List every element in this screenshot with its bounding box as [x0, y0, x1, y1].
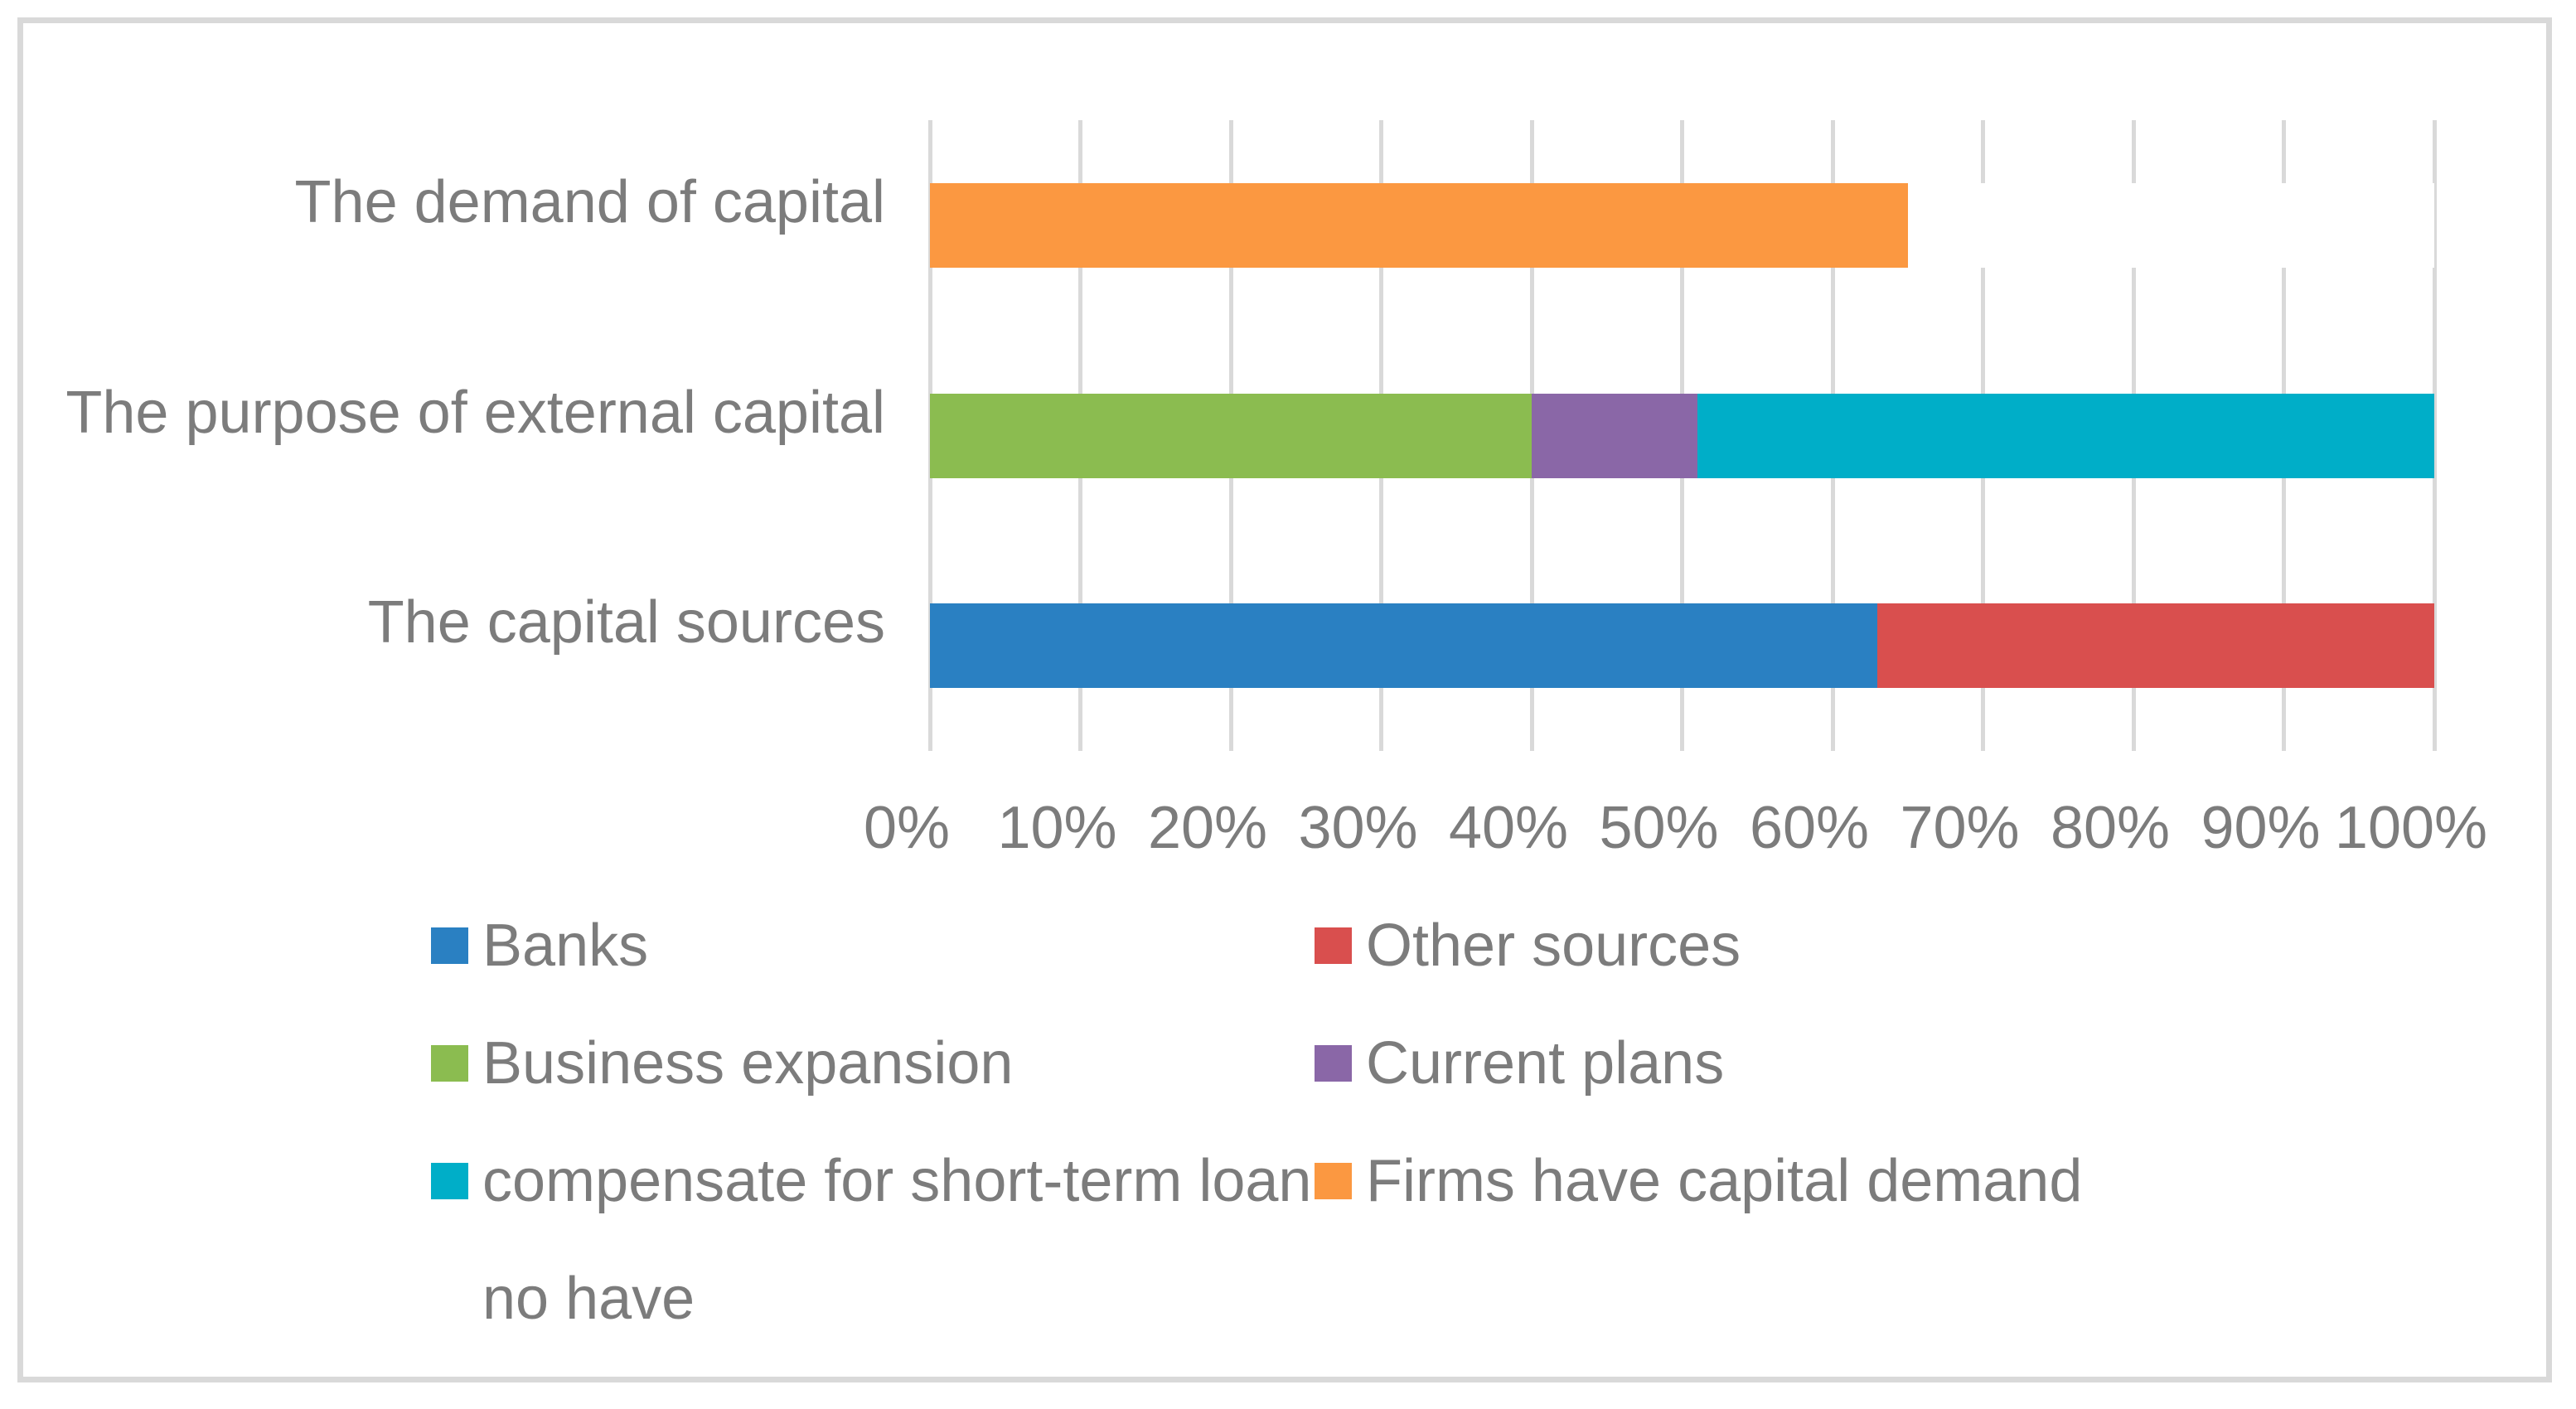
- legend-item: Business expansion: [431, 1022, 1013, 1105]
- legend-label: compensate for short-term loan: [482, 1148, 1312, 1214]
- category-label: The demand of capital: [294, 168, 885, 235]
- bar-segment: [1877, 603, 2434, 689]
- bar-segment: [930, 393, 1532, 478]
- x-tick-label: 50%: [1599, 795, 1719, 861]
- gridline-100%: [2432, 120, 2437, 751]
- bar-segment: [930, 603, 1878, 689]
- legend-swatch-icon: [431, 927, 468, 964]
- x-tick-label: 30%: [1298, 795, 1418, 861]
- legend-label: no have: [482, 1266, 695, 1332]
- legend-item: compensate for short-term loan: [431, 1140, 1311, 1223]
- legend-item: Other sources: [1315, 904, 1741, 987]
- legend-swatch-icon: [431, 1281, 468, 1317]
- plot-area: [927, 120, 2437, 751]
- legend-item: Current plans: [1315, 1022, 1724, 1105]
- bar-row-3: [930, 603, 2434, 689]
- legend-item: Firms have capital demand: [1315, 1140, 2082, 1223]
- legend-swatch-icon: [431, 1045, 468, 1082]
- bar-row-1: [930, 182, 2434, 268]
- legend-item: no have: [431, 1257, 695, 1340]
- legend-swatch-icon: [1315, 1163, 1352, 1199]
- category-label: The purpose of external capital: [65, 379, 885, 446]
- x-tick-label: 90%: [2201, 795, 2321, 861]
- x-tick-label: 70%: [1900, 795, 2020, 861]
- legend-item: Banks: [431, 904, 648, 987]
- legend-label: Current plans: [1366, 1030, 1725, 1097]
- x-tick-label: 60%: [1749, 795, 1870, 861]
- category-label: The capital sources: [367, 589, 885, 656]
- x-tick-label: 20%: [1147, 795, 1268, 861]
- x-tick-label: 40%: [1448, 795, 1569, 861]
- legend-swatch-icon: [1315, 1045, 1352, 1082]
- bar-segment: [1907, 182, 2434, 268]
- bar-segment: [1532, 393, 1697, 478]
- legend-label: Banks: [482, 913, 649, 979]
- x-tick-label: 10%: [997, 795, 1117, 861]
- legend-label: Business expansion: [482, 1030, 1014, 1097]
- bar-segment: [1697, 393, 2434, 478]
- legend-label: Firms have capital demand: [1366, 1148, 2083, 1214]
- legend-swatch-icon: [431, 1163, 468, 1199]
- chart-frame: The demand of capital The purpose of exte…: [17, 17, 2552, 1382]
- bar-row-2: [930, 393, 2434, 478]
- x-tick-label: 100%: [2334, 795, 2488, 861]
- legend-swatch-icon: [1315, 927, 1352, 964]
- bar-segment: [930, 182, 1908, 268]
- legend-label: Other sources: [1366, 913, 1741, 979]
- x-tick-label: 0%: [863, 795, 951, 861]
- x-tick-label: 80%: [2050, 795, 2171, 861]
